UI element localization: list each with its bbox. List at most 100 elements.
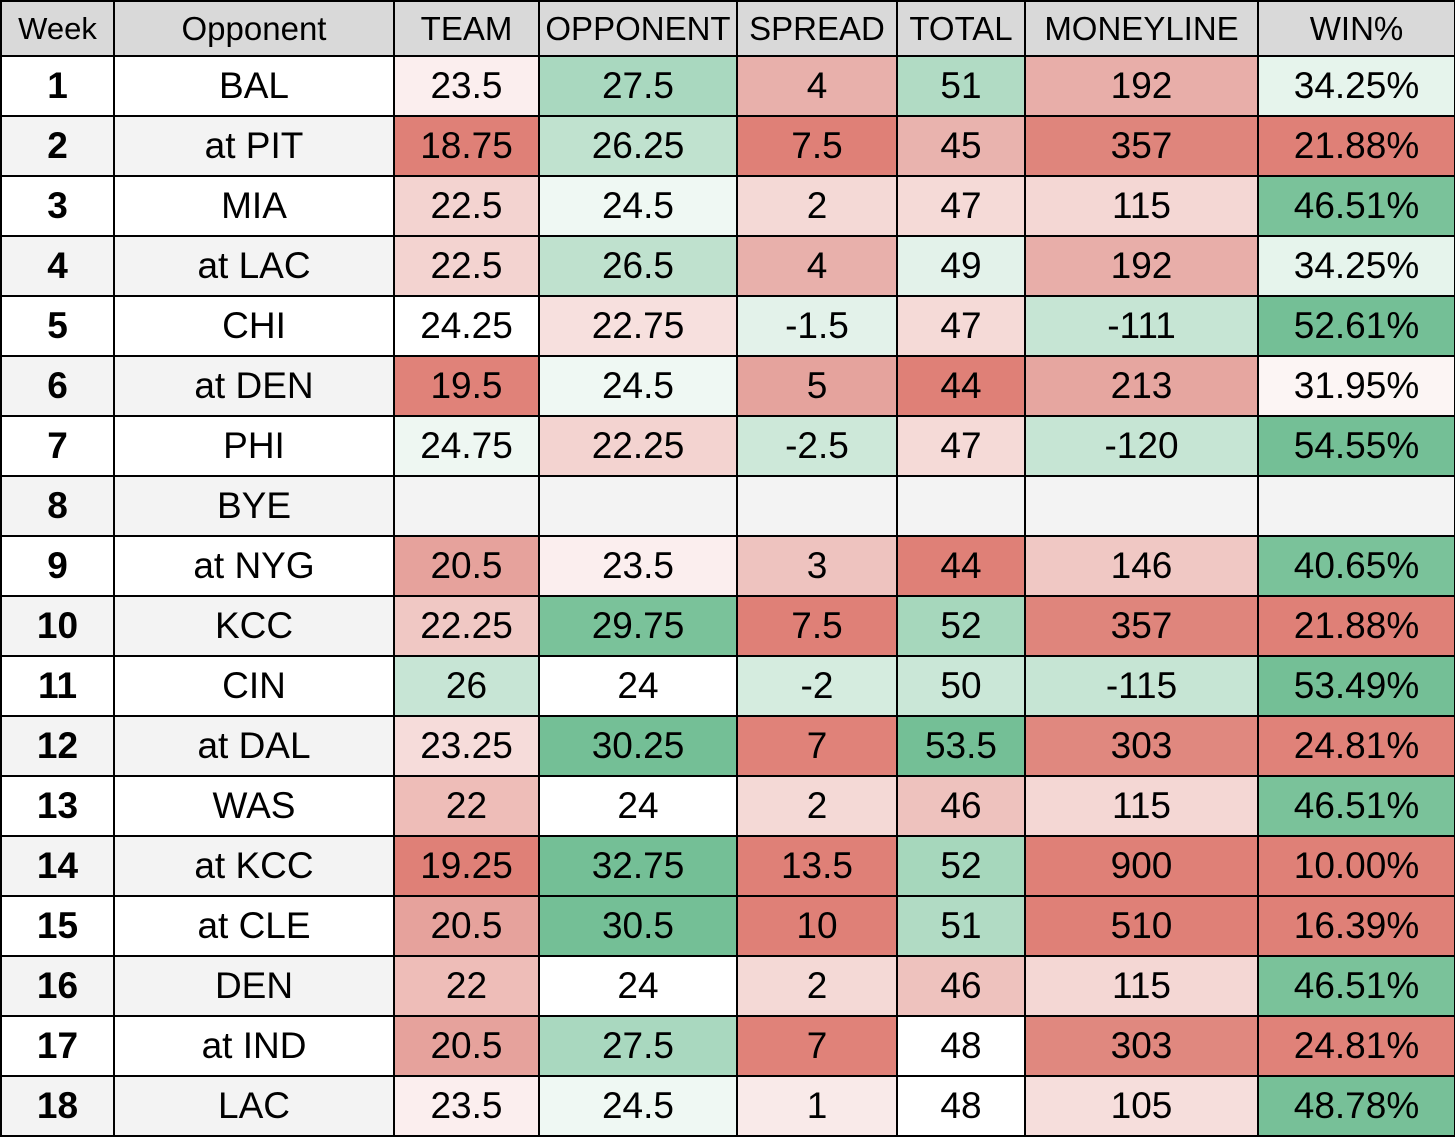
header-moneyline: MONEYLINE [1024,0,1259,57]
table-row: 6 at DEN 19.5 24.5 5 44 213 31.95% [0,355,1455,417]
opponent-score-cell [538,475,738,537]
spread-cell: 2 [736,775,898,837]
spread-cell: 2 [736,955,898,1017]
week-cell: 2 [0,115,115,177]
spread-cell: 5 [736,355,898,417]
win-pct-cell: 52.61% [1257,295,1455,357]
week-cell: 11 [0,655,115,717]
spread-cell: 2 [736,175,898,237]
spread-cell: -1.5 [736,295,898,357]
week-cell: 7 [0,415,115,477]
total-cell: 47 [896,175,1026,237]
table-row: 8 BYE [0,475,1455,537]
opponent-name-cell: at IND [113,1015,395,1077]
opponent-name-cell: LAC [113,1075,395,1137]
total-cell: 49 [896,235,1026,297]
week-cell: 16 [0,955,115,1017]
opponent-score-cell: 30.25 [538,715,738,777]
team-cell: 20.5 [393,895,540,957]
week-cell: 12 [0,715,115,777]
week-cell: 10 [0,595,115,657]
team-cell: 22.5 [393,235,540,297]
spread-cell: 4 [736,235,898,297]
spread-cell: 7 [736,1015,898,1077]
win-pct-cell: 24.81% [1257,715,1455,777]
spread-cell: 7.5 [736,595,898,657]
spread-cell: 3 [736,535,898,597]
total-cell: 50 [896,655,1026,717]
team-cell: 22.5 [393,175,540,237]
moneyline-cell: -115 [1024,655,1259,717]
moneyline-cell: 115 [1024,175,1259,237]
total-cell: 52 [896,835,1026,897]
table-row: 12 at DAL 23.25 30.25 7 53.5 303 24.81% [0,715,1455,777]
opponent-name-cell: at DEN [113,355,395,417]
moneyline-cell: 146 [1024,535,1259,597]
total-cell: 51 [896,55,1026,117]
week-cell: 13 [0,775,115,837]
opponent-score-cell: 22.25 [538,415,738,477]
opponent-name-cell: at LAC [113,235,395,297]
moneyline-cell: 357 [1024,595,1259,657]
opponent-name-cell: KCC [113,595,395,657]
win-pct-cell [1257,475,1455,537]
team-cell: 24.25 [393,295,540,357]
opponent-score-cell: 24 [538,655,738,717]
week-cell: 5 [0,295,115,357]
table-row: 15 at CLE 20.5 30.5 10 51 510 16.39% [0,895,1455,957]
week-cell: 14 [0,835,115,897]
header-spread: SPREAD [736,0,898,57]
week-cell: 15 [0,895,115,957]
total-cell: 44 [896,535,1026,597]
spread-cell: 1 [736,1075,898,1137]
table-row: 13 WAS 22 24 2 46 115 46.51% [0,775,1455,837]
team-cell: 18.75 [393,115,540,177]
win-pct-cell: 16.39% [1257,895,1455,957]
total-cell: 51 [896,895,1026,957]
team-cell: 19.5 [393,355,540,417]
table-row: 16 DEN 22 24 2 46 115 46.51% [0,955,1455,1017]
opponent-name-cell: PHI [113,415,395,477]
header-total: TOTAL [896,0,1026,57]
spread-cell [736,475,898,537]
opponent-name-cell: MIA [113,175,395,237]
moneyline-cell: 357 [1024,115,1259,177]
header-win-pct: WIN% [1257,0,1455,57]
team-cell: 26 [393,655,540,717]
team-cell: 23.25 [393,715,540,777]
total-cell: 48 [896,1075,1026,1137]
moneyline-cell: 303 [1024,715,1259,777]
total-cell: 52 [896,595,1026,657]
opponent-score-cell: 32.75 [538,835,738,897]
opponent-score-cell: 22.75 [538,295,738,357]
table-row: 2 at PIT 18.75 26.25 7.5 45 357 21.88% [0,115,1455,177]
opponent-score-cell: 27.5 [538,55,738,117]
opponent-score-cell: 24.5 [538,355,738,417]
table-row: 4 at LAC 22.5 26.5 4 49 192 34.25% [0,235,1455,297]
spread-cell: 13.5 [736,835,898,897]
win-pct-cell: 21.88% [1257,595,1455,657]
table-row: 10 KCC 22.25 29.75 7.5 52 357 21.88% [0,595,1455,657]
opponent-score-cell: 29.75 [538,595,738,657]
table-row: 1 BAL 23.5 27.5 4 51 192 34.25% [0,55,1455,117]
team-cell: 24.75 [393,415,540,477]
win-pct-cell: 46.51% [1257,775,1455,837]
header-opponent-name: Opponent [113,0,395,57]
opponent-score-cell: 24.5 [538,175,738,237]
moneyline-cell: 105 [1024,1075,1259,1137]
total-cell: 44 [896,355,1026,417]
header-week: Week [0,0,115,57]
opponent-name-cell: at CLE [113,895,395,957]
opponent-score-cell: 24.5 [538,1075,738,1137]
team-cell: 23.5 [393,55,540,117]
table-row: 14 at KCC 19.25 32.75 13.5 52 900 10.00% [0,835,1455,897]
week-cell: 4 [0,235,115,297]
table-row: 5 CHI 24.25 22.75 -1.5 47 -111 52.61% [0,295,1455,357]
opponent-score-cell: 24 [538,775,738,837]
team-cell: 22.25 [393,595,540,657]
win-pct-cell: 31.95% [1257,355,1455,417]
opponent-score-cell: 23.5 [538,535,738,597]
moneyline-cell: 192 [1024,55,1259,117]
team-cell: 20.5 [393,1015,540,1077]
